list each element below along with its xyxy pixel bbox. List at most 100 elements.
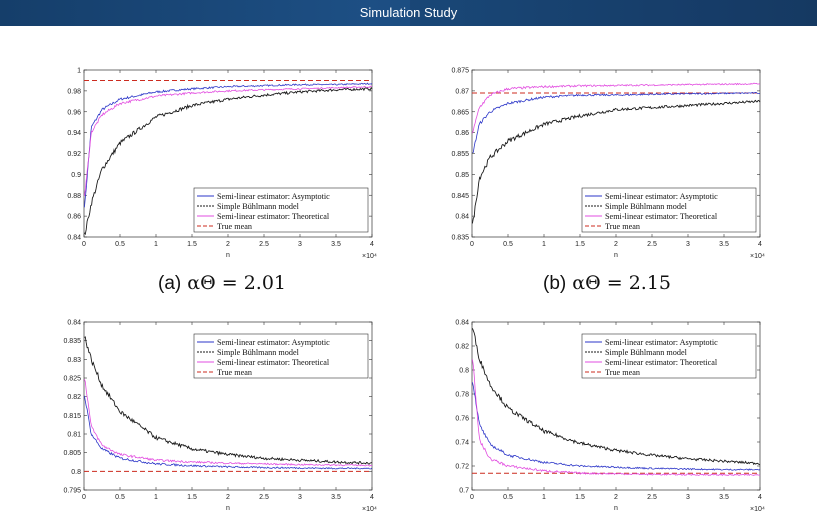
legend-entry: Semi-linear estimator: Theoretical <box>605 212 718 221</box>
legend-entry: Simple Bühlmann model <box>605 202 688 211</box>
chart-b: 0 0.5 1 1.5 2 2.5 3 3.5 4 0.835 0.84 0.845 0.85 0.855… <box>451 68 764 261</box>
y-tick-label: 0.86 <box>455 130 469 137</box>
y-tick-label: 0.825 <box>63 376 81 383</box>
caption-a: (a) αΘ = 2.01 <box>158 272 286 295</box>
caption-b-label: (b) <box>543 273 567 294</box>
legend-entry: Semi-linear estimator: Theoretical <box>217 212 330 221</box>
x-tick-label: 1.5 <box>575 494 585 501</box>
series-line <box>472 91 761 153</box>
y-tick-label: 0.795 <box>63 488 81 495</box>
series-line <box>472 359 761 477</box>
caption-b-formula: αΘ = 2.15 <box>572 272 671 294</box>
y-tick-label: 0.8 <box>459 368 469 375</box>
x-tick-label: 1.5 <box>575 241 585 248</box>
series-line <box>84 336 373 465</box>
x-tick-label: 0 <box>470 494 474 501</box>
legend: Semi-linear estimator: AsymptoticSimple … <box>581 333 757 379</box>
title-bar-accent <box>410 0 817 26</box>
x-tick-label: 2 <box>226 494 230 501</box>
y-tick-label: 0.74 <box>455 440 469 447</box>
legend-box <box>193 333 369 379</box>
series-line <box>84 395 373 470</box>
legend-entry: Simple Bühlmann model <box>217 348 300 357</box>
legend-entry: Semi-linear estimator: Asymptotic <box>217 338 330 347</box>
y-tick-label: 0.96 <box>67 109 81 116</box>
y-tick-label: 0.835 <box>63 338 81 345</box>
legend-entry: Semi-linear estimator: Theoretical <box>217 358 330 367</box>
x-tick-label: 1 <box>542 494 546 501</box>
x-tick-label: 1.5 <box>187 494 197 501</box>
x-tick-label: 1.5 <box>187 241 197 248</box>
x-tick-label: 1 <box>154 494 158 501</box>
y-tick-label: 0.88 <box>67 193 81 200</box>
legend-entry: Semi-linear estimator: Theoretical <box>605 358 718 367</box>
y-tick-label: 0.84 <box>455 214 469 221</box>
series-line <box>471 328 761 466</box>
y-tick-label: 0.94 <box>67 130 81 137</box>
y-tick-label: 0.98 <box>67 88 81 95</box>
caption-a-formula: αΘ = 2.01 <box>187 272 286 294</box>
y-tick-label: 0.855 <box>451 151 469 158</box>
y-tick-label: 0.84 <box>67 320 81 327</box>
x-axis-label: n <box>226 505 230 511</box>
legend-entry: True mean <box>217 368 252 377</box>
series-line <box>472 82 761 134</box>
caption-a-label: (a) <box>158 273 182 294</box>
x-axis-exponent: ×10⁴ <box>750 253 765 260</box>
x-tick-label: 3 <box>686 241 690 248</box>
y-tick-label: 0.84 <box>455 320 469 327</box>
chart-c: 0 0.5 1 1.5 2 2.5 3 3.5 4 0.795 0.8 0.805 0.81 0.815 0… <box>63 320 376 511</box>
x-tick-label: 3 <box>298 241 302 248</box>
x-tick-label: 2.5 <box>259 494 269 501</box>
x-tick-label: 3.5 <box>719 494 729 501</box>
y-tick-label: 0.815 <box>63 413 81 420</box>
x-tick-label: 2 <box>614 494 618 501</box>
x-tick-label: 4 <box>370 241 374 248</box>
legend-box <box>581 187 757 233</box>
series-line <box>472 382 761 471</box>
y-tick-label: 0.835 <box>451 235 469 242</box>
legend-entry: Semi-linear estimator: Asymptotic <box>605 192 718 201</box>
y-tick-label: 0.805 <box>63 450 81 457</box>
legend-entry: Semi-linear estimator: Asymptotic <box>217 192 330 201</box>
x-axis-label: n <box>226 252 230 259</box>
x-tick-label: 0.5 <box>503 241 513 248</box>
y-tick-label: 0.78 <box>455 392 469 399</box>
legend-entry: True mean <box>605 368 640 377</box>
y-tick-label: 0.8 <box>71 469 81 476</box>
x-tick-label: 0 <box>82 494 86 501</box>
x-tick-label: 0.5 <box>115 494 125 501</box>
x-axis-exponent: ×10⁴ <box>362 506 377 511</box>
x-tick-label: 0.5 <box>503 494 513 501</box>
x-tick-label: 0 <box>82 241 86 248</box>
y-tick-label: 0.875 <box>451 68 469 75</box>
series-line <box>84 86 373 236</box>
y-tick-label: 0.845 <box>451 193 469 200</box>
legend-entry: True mean <box>217 222 252 231</box>
legend: Semi-linear estimator: AsymptoticSimple … <box>581 187 757 233</box>
x-tick-label: 2.5 <box>647 494 657 501</box>
x-tick-label: 0.5 <box>115 241 125 248</box>
x-tick-label: 3 <box>298 494 302 501</box>
x-axis-exponent: ×10⁴ <box>750 506 765 511</box>
series-line <box>84 379 373 467</box>
slide-title: Simulation Study <box>359 5 458 20</box>
y-tick-label: 0.92 <box>67 151 81 158</box>
legend-entry: Simple Bühlmann model <box>217 202 300 211</box>
y-tick-label: 0.83 <box>67 357 81 364</box>
y-tick-label: 0.84 <box>67 235 81 242</box>
caption-b: (b) αΘ = 2.15 <box>543 272 671 295</box>
y-tick-label: 1 <box>77 68 81 75</box>
x-axis-label: n <box>614 505 618 511</box>
x-tick-label: 4 <box>758 494 762 501</box>
y-tick-label: 0.85 <box>455 172 469 179</box>
y-tick-label: 0.7 <box>459 488 469 495</box>
x-tick-label: 4 <box>758 241 762 248</box>
legend-entry: Semi-linear estimator: Asymptotic <box>605 338 718 347</box>
x-tick-label: 3 <box>686 494 690 501</box>
x-tick-label: 0 <box>470 241 474 248</box>
legend-box <box>581 333 757 379</box>
legend-entry: Simple Bühlmann model <box>605 348 688 357</box>
series-line <box>84 82 373 208</box>
series-line <box>471 99 761 224</box>
